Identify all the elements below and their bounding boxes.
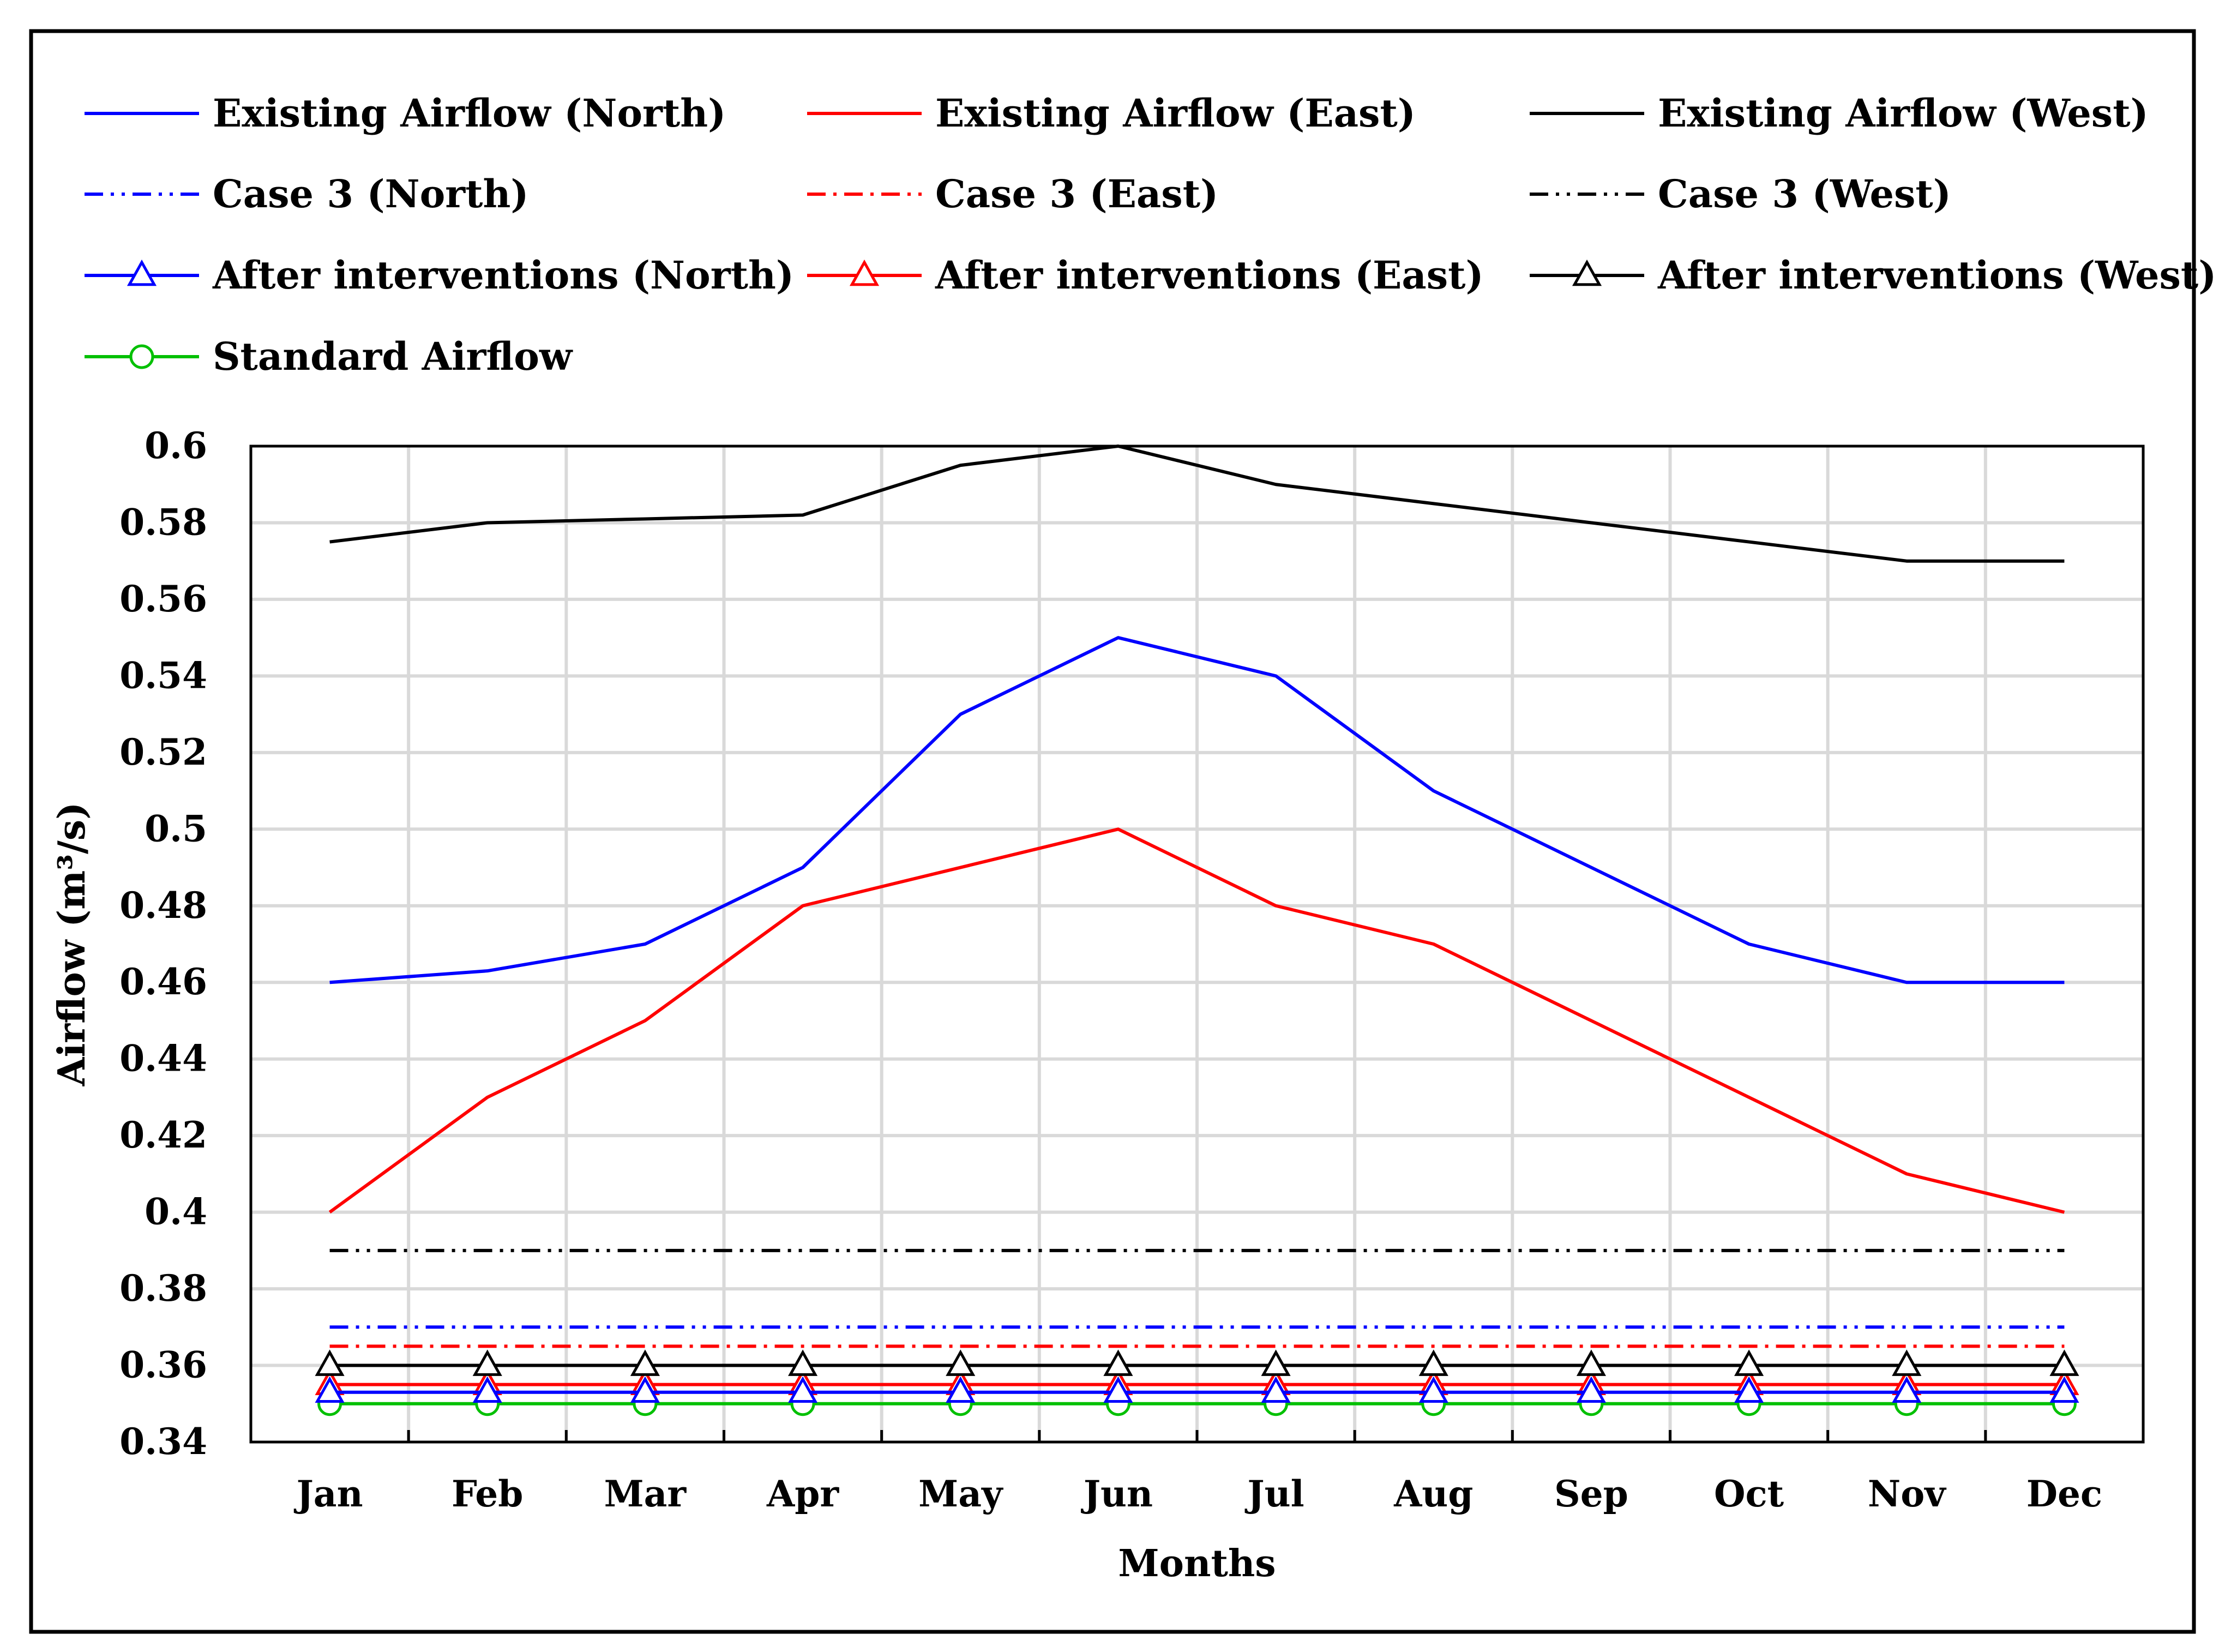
chart-outer-border [29,29,2196,1634]
data-point-after-interventions-west [630,1349,660,1376]
legend-label: Existing Airflow (East) [935,91,1416,136]
y-tick-label: 0.4 [145,1191,207,1233]
data-point-after-interventions-north [1418,1376,1448,1403]
series-existing-airflow-east [328,827,2065,1214]
x-tick-label: May [918,1473,1003,1515]
x-tick-label: Jun [1081,1473,1153,1515]
x-axis-ticks [407,1430,1987,1442]
legend-item-case-3-west: Case 3 (West) [1530,171,1951,217]
legend-item-after-interventions-east: After interventions (East) [807,253,1484,298]
x-axis-tick-labels: Jan Feb Mar Apr May Jun Jul Aug Sep Oct Nov Dec [294,1473,2103,1515]
legend-marker [1572,259,1602,286]
data-point-after-interventions-north [1261,1376,1291,1403]
y-tick-label: 0.34 [119,1420,207,1463]
data-point-after-interventions-north [1576,1376,1606,1403]
x-axis-title: Months [1118,1542,1276,1585]
legend-label: Case 3 (North) [213,171,528,217]
data-point-after-interventions-north [1734,1376,1764,1403]
data-point-after-interventions-north [1892,1376,1922,1403]
y-tick-label: 0.56 [119,578,207,620]
y-tick-label: 0.36 [119,1344,207,1386]
data-point-after-interventions-north [630,1376,660,1403]
legend-item-case-3-north: Case 3 (North) [85,171,528,217]
y-tick-label: 0.54 [119,654,207,696]
legend-label: Case 3 (West) [1658,171,1951,217]
x-tick-label: Aug [1393,1473,1473,1515]
legend-item-standard-airflow: Standard Airflow [85,334,573,379]
series-line-existing-airflow-north [329,636,2065,984]
data-point-after-interventions-north [472,1376,502,1403]
y-axis-tick-labels: 0.34 0.36 0.38 0.4 0.42 0.44 0.46 0.48 0.5 0.52 0.… [119,424,207,1463]
y-tick-label: 0.44 [119,1037,207,1080]
data-point-after-interventions-west [315,1349,345,1376]
legend-label: Existing Airflow (West) [1658,91,2149,136]
legend-label: Standard Airflow [213,334,573,379]
data-point-after-interventions-west [2049,1349,2079,1376]
data-point-after-interventions-west [1576,1349,1606,1376]
y-tick-label: 0.52 [119,731,207,773]
data-point-after-interventions-north [1103,1376,1133,1403]
legend-marker [849,259,880,286]
y-axis-title: Airflow (m³/s) [50,802,94,1087]
series-lines [315,444,2079,1416]
legend-marker [129,344,154,369]
grid [251,446,2143,1442]
y-tick-label: 0.46 [119,960,207,1003]
series-line-existing-airflow-east [328,827,2065,1214]
x-tick-label: Sep [1554,1473,1628,1515]
x-tick-label: Jan [294,1473,363,1515]
legend-item-existing-airflow-west: Existing Airflow (West) [1530,91,2149,136]
series-after-interventions-west [315,1349,2079,1376]
x-tick-label: Nov [1868,1473,1946,1515]
data-point-after-interventions-north [788,1376,818,1403]
legend-item-after-interventions-west: After interventions (West) [1530,253,2216,298]
y-tick-label: 0.48 [119,884,207,927]
x-tick-label: Dec [2026,1473,2102,1515]
y-tick-label: 0.42 [119,1114,207,1156]
data-point-after-interventions-west [788,1349,818,1376]
data-point-after-interventions-west [1103,1349,1133,1376]
x-tick-label: Mar [604,1473,687,1515]
series-after-interventions-north [315,1376,2079,1403]
legend: Existing Airflow (North) Existing Airflow… [85,91,2216,379]
y-tick-label: 0.6 [145,424,207,467]
legend-label: After interventions (West) [1657,253,2216,298]
data-point-after-interventions-west [1892,1349,1922,1376]
legend-marker [127,259,157,286]
y-tick-label: 0.58 [119,501,207,543]
data-point-after-interventions-west [472,1349,502,1376]
series-existing-airflow-west [329,444,2065,563]
y-tick-label: 0.38 [119,1267,207,1309]
x-tick-label: Jul [1244,1473,1304,1515]
legend-item-after-interventions-north: After interventions (North) [85,253,794,298]
series-existing-airflow-north [329,636,2065,984]
x-tick-label: Feb [452,1473,523,1515]
data-point-after-interventions-west [946,1349,976,1376]
data-point-after-interventions-north [946,1376,976,1403]
legend-item-existing-airflow-east: Existing Airflow (East) [807,91,1416,136]
data-point-after-interventions-west [1261,1349,1291,1376]
data-point-after-interventions-north [2049,1376,2079,1403]
legend-label: Existing Airflow (North) [213,91,726,136]
data-point-after-interventions-west [1734,1349,1764,1376]
data-point-after-interventions-west [1418,1349,1448,1376]
x-tick-label: Oct [1714,1473,1784,1515]
x-tick-label: Apr [766,1473,839,1515]
legend-label: After interventions (East) [935,253,1484,298]
legend-item-existing-airflow-north: Existing Airflow (North) [85,91,726,136]
legend-label: After interventions (North) [212,253,794,298]
y-tick-label: 0.5 [145,807,207,850]
series-line-existing-airflow-west [329,444,2065,563]
legend-label: Case 3 (East) [935,171,1218,217]
legend-item-case-3-east: Case 3 (East) [807,171,1218,217]
data-point-after-interventions-north [315,1376,345,1403]
